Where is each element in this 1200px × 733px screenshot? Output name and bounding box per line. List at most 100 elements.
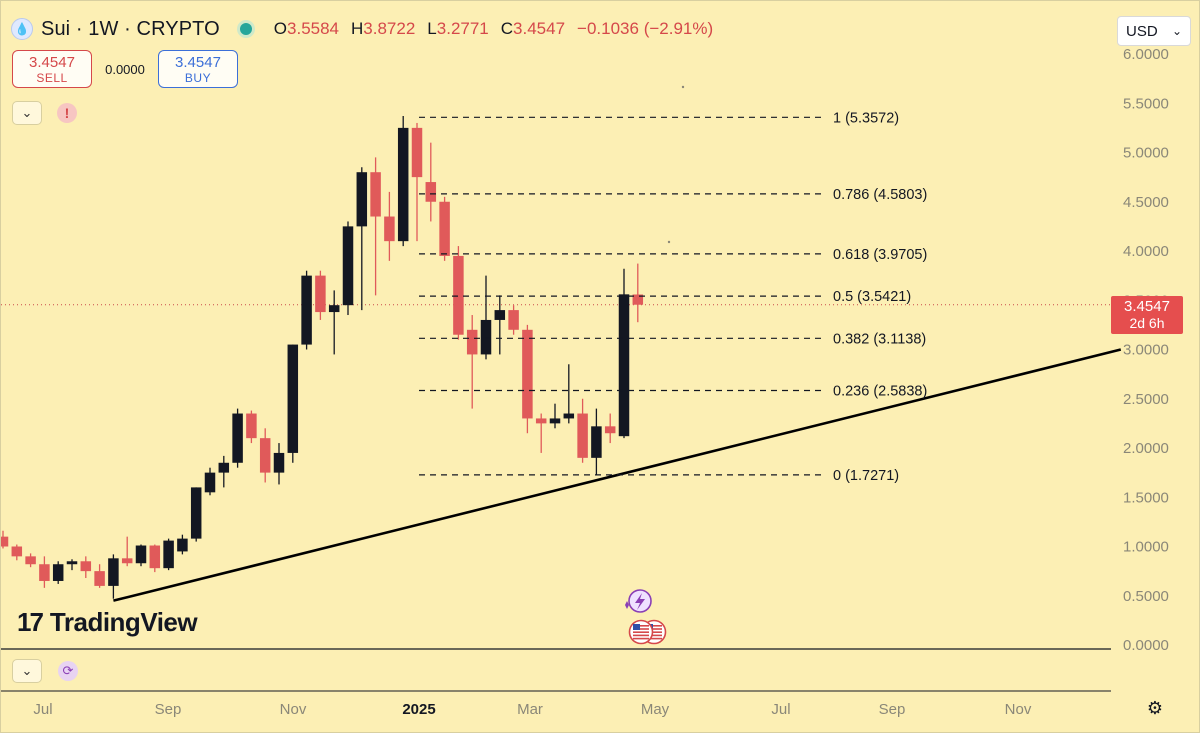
candle-body [453, 255, 464, 335]
price-tick-label: 6.0000 [1123, 46, 1169, 63]
price-tick-label: 5.0000 [1123, 145, 1169, 162]
candle [301, 270, 312, 350]
flag-stripe [646, 628, 662, 630]
candle-body [218, 462, 230, 473]
candle [52, 561, 64, 584]
dot-marker [681, 85, 685, 89]
time-tick-label: Sep [155, 701, 182, 718]
candle-body [190, 487, 202, 539]
price-tick-label: 1.0000 [1123, 539, 1169, 556]
candle [466, 315, 478, 409]
candle-body [591, 426, 602, 458]
currency-select[interactable]: USD ⌄ [1117, 16, 1191, 46]
time-tick-label: Jul [771, 701, 790, 718]
sell-price: 3.4547 [29, 53, 75, 71]
collapse-legend-button[interactable]: ⌄ [12, 101, 42, 125]
candle-body [52, 564, 64, 581]
candle-body [121, 558, 133, 564]
symbol-title[interactable]: Sui · 1W · CRYPTO [41, 17, 220, 40]
price-tick-label: 0.0000 [1123, 637, 1169, 654]
price-axis[interactable]: 6.00005.50005.00004.50004.00003.50003.00… [1123, 46, 1169, 654]
candle-body [439, 201, 450, 256]
candle [190, 487, 202, 542]
candle [39, 556, 50, 588]
candle-body [287, 344, 299, 453]
ohlc-values: O3.5584 H3.8722 L3.2771 C3.4547 −0.1036 … [274, 19, 713, 39]
candle [549, 403, 561, 429]
ohlc-open: O3.5584 [273, 19, 340, 38]
candle [177, 534, 188, 555]
sell-button[interactable]: 3.4547 SELL [12, 50, 92, 88]
candle-body [315, 275, 326, 313]
candle [632, 263, 644, 323]
candle-body [549, 418, 561, 424]
last-price-value: 3.4547 [1124, 298, 1170, 315]
buy-button[interactable]: 3.4547 BUY [158, 50, 238, 88]
bar-countdown: 2d 6h [1129, 315, 1165, 331]
refresh-icon[interactable]: ⟳ [58, 661, 78, 681]
gear-icon[interactable]: ⚙ [1146, 697, 1164, 718]
candle [66, 559, 78, 571]
lightning-glyph [635, 593, 645, 610]
flag-stripe [633, 634, 649, 637]
chevron-down-icon: ⌄ [21, 663, 33, 678]
price-tick-label: 2.0000 [1123, 440, 1169, 457]
candle-body [397, 127, 409, 242]
candle [287, 344, 299, 463]
candle-body [135, 545, 147, 564]
time-axis[interactable]: Jul Sep Nov 2025 Mar May Jul Sep Nov [33, 701, 1031, 718]
market-status-icon[interactable] [239, 23, 252, 35]
candle [232, 408, 243, 468]
flag-stripe [646, 625, 662, 627]
trade-panel: 3.4547 SELL 0.0000 3.4547 BUY [12, 50, 238, 88]
candle-body [108, 558, 119, 586]
flag-stripe [646, 637, 662, 640]
price-tick-label: 3.0000 [1123, 342, 1169, 359]
price-tick-label: 1.5000 [1123, 489, 1169, 506]
candle [315, 270, 326, 320]
candle-body [356, 172, 368, 227]
candle [149, 544, 161, 573]
us-flag-icon[interactable] [628, 619, 654, 645]
candle-body [66, 561, 78, 565]
candle [342, 221, 354, 316]
fib-level-label: 0 (1.7271) [833, 468, 899, 484]
candle-body [522, 329, 533, 419]
candle [163, 538, 174, 571]
candle-body [25, 556, 36, 565]
candle-body [604, 426, 616, 434]
fib-level-label: 1 (5.3572) [833, 110, 899, 126]
flag-stripe [633, 625, 649, 627]
candle [80, 556, 92, 579]
candle-body [301, 275, 312, 345]
flag-stripe [633, 637, 649, 640]
price-tick-label: 4.0000 [1123, 243, 1169, 260]
candle-body [94, 571, 105, 586]
collapse-pane-button[interactable]: ⌄ [12, 659, 42, 683]
candle [384, 191, 395, 261]
sui-droplet-icon: 💧 [11, 18, 33, 40]
lightning-icon[interactable] [625, 589, 652, 613]
candle-body [466, 329, 478, 355]
candle-body [232, 413, 243, 463]
candle [480, 275, 492, 360]
warning-icon[interactable]: ! [57, 103, 77, 123]
time-tick-label: 2025 [402, 701, 435, 718]
candle [246, 410, 257, 444]
price-tick-label: 0.5000 [1123, 588, 1169, 605]
candle [577, 398, 588, 463]
candle [204, 467, 216, 496]
flag-stripe [646, 634, 662, 637]
chevron-down-icon: ⌄ [1171, 24, 1182, 38]
time-tick-label: Jul [33, 701, 52, 718]
currency-value: USD [1126, 22, 1158, 40]
price-tick-label: 2.5000 [1123, 391, 1169, 408]
candle [535, 413, 547, 453]
events-layer [625, 85, 685, 645]
flag-canton [633, 624, 640, 630]
ohlc-change: −0.1036 (−2.91%) [577, 19, 714, 38]
candle [425, 142, 437, 222]
sparkle-glyph [625, 601, 629, 609]
dot-marker [667, 240, 671, 244]
